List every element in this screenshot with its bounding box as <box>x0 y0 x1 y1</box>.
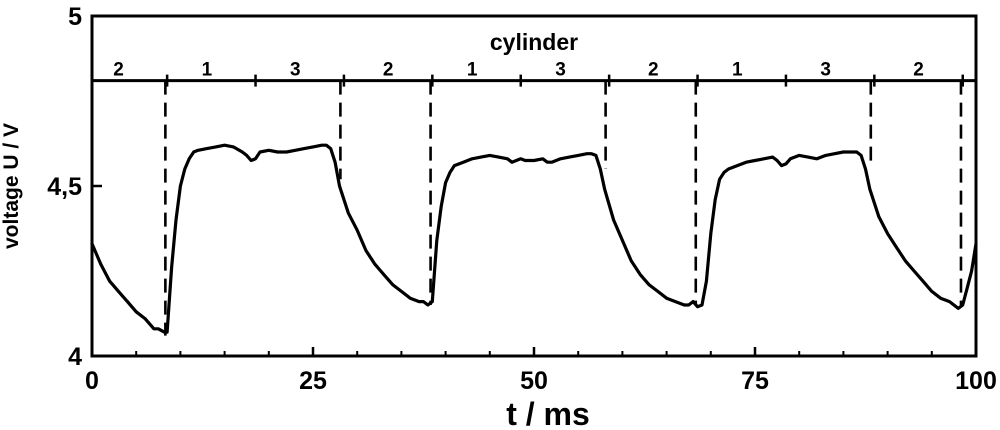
cylinder-number-label: 1 <box>202 60 213 81</box>
x-tick-label: 75 <box>741 367 769 395</box>
cylinder-number-label: 2 <box>648 60 659 81</box>
cylinder-band-ticks <box>165 74 964 87</box>
cylinder-labels: 2 1 3 2 1 3 2 1 3 2 <box>113 60 924 81</box>
voltage-trace <box>90 143 978 334</box>
y-axis-label: voltage U / V <box>0 123 23 249</box>
x-axis-label: t / ms <box>506 396 590 430</box>
x-tick-label: 100 <box>955 367 997 395</box>
x-tick-label: 0 <box>85 367 99 395</box>
cylinder-number-label: 3 <box>290 60 301 81</box>
y-tick-label: 4,5 <box>47 173 82 201</box>
y-axis-ticks: 44,55 <box>47 3 102 371</box>
x-axis-ticks: 0 25 50 75 100 <box>85 347 997 395</box>
cylinder-band-label: cylinder <box>490 29 578 55</box>
cylinder-number-label: 1 <box>732 60 743 81</box>
x-tick-label: 50 <box>520 367 548 395</box>
cylinder-number-label: 2 <box>913 60 924 81</box>
plot-frame <box>90 14 978 358</box>
cylinder-number-label: 3 <box>555 60 566 81</box>
y-tick-label: 5 <box>68 3 82 31</box>
x-tick-label: 25 <box>299 367 327 395</box>
cylinder-number-label: 2 <box>113 60 124 81</box>
cylinder-change-markers <box>164 80 963 336</box>
cylinder-number-label: 3 <box>820 60 831 81</box>
cylinder-number-label: 2 <box>383 60 394 81</box>
cylinder-number-label: 1 <box>467 60 478 81</box>
y-tick-label: 4 <box>68 343 82 371</box>
